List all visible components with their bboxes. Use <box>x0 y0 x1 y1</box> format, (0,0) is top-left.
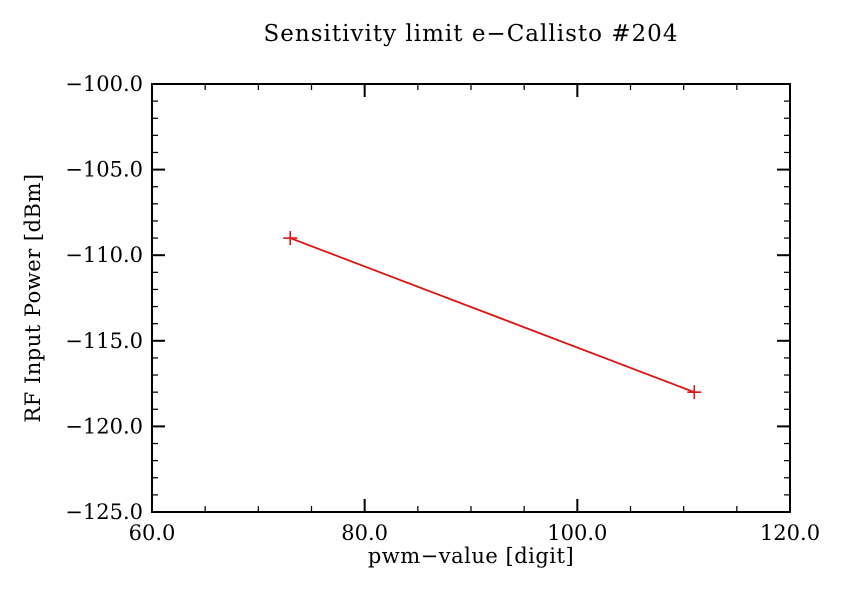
data-line <box>289 237 695 394</box>
y-tick-label: −120.0 <box>65 414 143 438</box>
y-tick-label: −110.0 <box>65 243 143 267</box>
x-tick-label: 80.0 <box>341 521 388 545</box>
chart-title: Sensitivity limit e−Callisto #204 <box>263 21 679 47</box>
y-tick-label: −125.0 <box>65 500 143 524</box>
y-tick-label: −100.0 <box>65 72 143 96</box>
x-tick-label: 60.0 <box>129 521 176 545</box>
x-tick-label: 120.0 <box>760 521 820 545</box>
plot-frame <box>151 83 791 513</box>
y-tick-label: −105.0 <box>65 158 143 182</box>
x-axis-label: pwm−value [digit] <box>367 544 575 568</box>
x-tick-label: 100.0 <box>547 521 607 545</box>
y-tick-label: −115.0 <box>65 329 143 353</box>
